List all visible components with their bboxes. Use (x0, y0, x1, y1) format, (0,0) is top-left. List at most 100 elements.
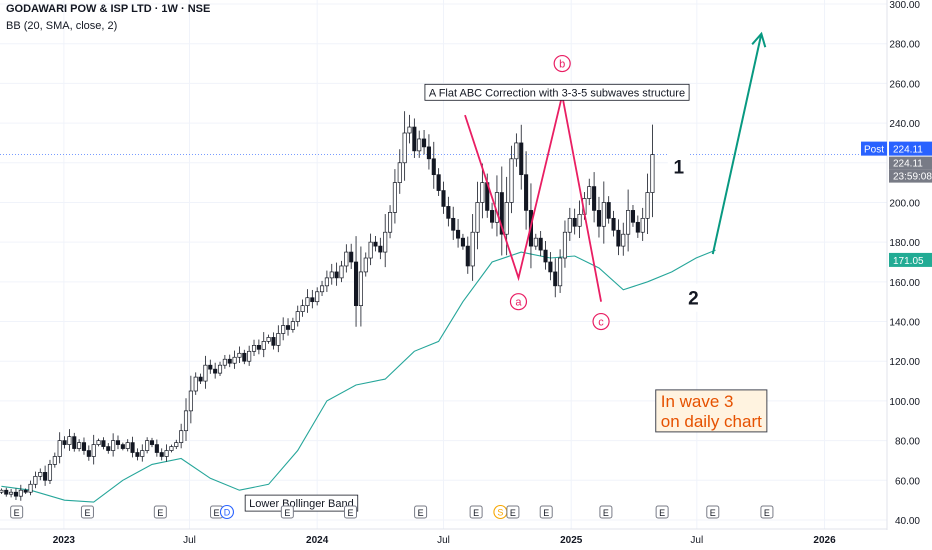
candle[interactable] (412, 118, 417, 158)
candle[interactable] (222, 354, 227, 369)
candle[interactable] (567, 207, 572, 241)
candle[interactable] (217, 361, 223, 377)
candle[interactable] (645, 173, 650, 234)
candle[interactable] (533, 233, 538, 250)
candle[interactable] (319, 280, 325, 297)
candle[interactable] (52, 452, 57, 468)
candle[interactable] (203, 355, 208, 389)
candle[interactable] (509, 145, 514, 214)
candle[interactable] (33, 471, 38, 489)
candle[interactable] (0, 488, 4, 495)
text-annotation[interactable]: Lower Bollinger Band (244, 494, 359, 512)
candle[interactable] (596, 196, 602, 238)
candle[interactable] (456, 219, 461, 248)
event-marker-e[interactable]: E (469, 505, 483, 519)
event-marker-e[interactable]: E (80, 505, 94, 519)
candle[interactable] (543, 241, 548, 270)
candle[interactable] (81, 437, 87, 455)
candle[interactable] (43, 465, 48, 486)
wave-label-c[interactable]: c (592, 312, 610, 331)
candle[interactable] (149, 437, 155, 448)
candle[interactable] (281, 317, 286, 341)
candle[interactable] (154, 439, 159, 457)
candle[interactable] (232, 350, 237, 369)
candle[interactable] (188, 375, 193, 424)
target-arrow[interactable] (711, 31, 767, 255)
candle[interactable] (261, 332, 266, 358)
candle[interactable] (480, 163, 485, 219)
event-marker-e[interactable]: E (506, 505, 520, 519)
candle[interactable] (446, 196, 451, 227)
candle[interactable] (436, 168, 441, 196)
candle[interactable] (23, 488, 28, 495)
text-annotation[interactable]: A Flat ABC Correction with 3-3-5 subwave… (424, 83, 690, 101)
candle[interactable] (349, 243, 354, 269)
candle[interactable] (115, 435, 121, 450)
candle[interactable] (213, 362, 218, 379)
candle[interactable] (572, 208, 577, 235)
candle[interactable] (242, 349, 247, 365)
candle[interactable] (397, 149, 402, 194)
candle[interactable] (111, 433, 116, 457)
candle[interactable] (266, 334, 271, 344)
candle[interactable] (373, 236, 378, 252)
candle[interactable] (86, 445, 91, 461)
candle[interactable] (558, 249, 563, 293)
candle[interactable] (9, 489, 14, 498)
candle[interactable] (601, 181, 606, 244)
symbol-title[interactable]: GODAWARI POW & ISP LTD · 1W · NSE (6, 3, 211, 15)
candle[interactable] (77, 439, 82, 452)
candle[interactable] (13, 488, 19, 501)
candle[interactable] (538, 230, 543, 257)
time-axis[interactable]: 2023 Jul 2024 Jul 2025 Jul 2026 (53, 535, 836, 546)
candle[interactable] (101, 437, 106, 450)
candle[interactable] (324, 270, 329, 292)
candle[interactable] (431, 141, 436, 189)
candle[interactable] (407, 114, 412, 144)
candle[interactable] (285, 318, 291, 336)
event-marker-e[interactable]: E (706, 505, 720, 519)
candle[interactable] (198, 373, 203, 384)
candle[interactable] (315, 287, 320, 306)
candle[interactable] (577, 200, 582, 238)
candle[interactable] (334, 262, 339, 286)
candle[interactable] (460, 233, 465, 250)
event-marker-s[interactable]: S (493, 504, 508, 520)
event-marker-e[interactable]: E (343, 505, 357, 519)
wave-count-2[interactable]: 2 (682, 283, 705, 312)
candle[interactable] (353, 236, 359, 327)
candle[interactable] (169, 444, 174, 453)
event-marker-e[interactable]: E (760, 505, 774, 519)
candle[interactable] (140, 444, 145, 462)
candle[interactable] (358, 246, 363, 327)
candle[interactable] (305, 289, 310, 313)
candle[interactable] (251, 339, 257, 357)
candle[interactable] (38, 468, 43, 481)
candle[interactable] (621, 222, 626, 256)
candle[interactable] (227, 354, 232, 368)
candle[interactable] (519, 124, 524, 190)
candle[interactable] (514, 133, 519, 167)
candle[interactable] (72, 432, 77, 452)
candle[interactable] (4, 487, 9, 497)
candle[interactable] (650, 124, 655, 218)
candle[interactable] (183, 398, 189, 442)
candle[interactable] (295, 305, 300, 327)
event-marker-e[interactable]: E (414, 505, 428, 519)
candle[interactable] (310, 289, 315, 309)
candle[interactable] (135, 448, 140, 461)
candle[interactable] (28, 480, 33, 496)
candle[interactable] (47, 459, 53, 485)
candle[interactable] (164, 444, 169, 462)
candle[interactable] (125, 439, 130, 452)
candle[interactable] (145, 437, 150, 454)
event-marker-e[interactable]: E (10, 505, 24, 519)
candle[interactable] (441, 181, 446, 214)
candle[interactable] (475, 181, 480, 250)
candle[interactable] (339, 260, 344, 283)
candle[interactable] (378, 237, 383, 260)
wave-label-a[interactable]: a (509, 293, 528, 311)
event-marker-e[interactable]: E (599, 505, 613, 519)
